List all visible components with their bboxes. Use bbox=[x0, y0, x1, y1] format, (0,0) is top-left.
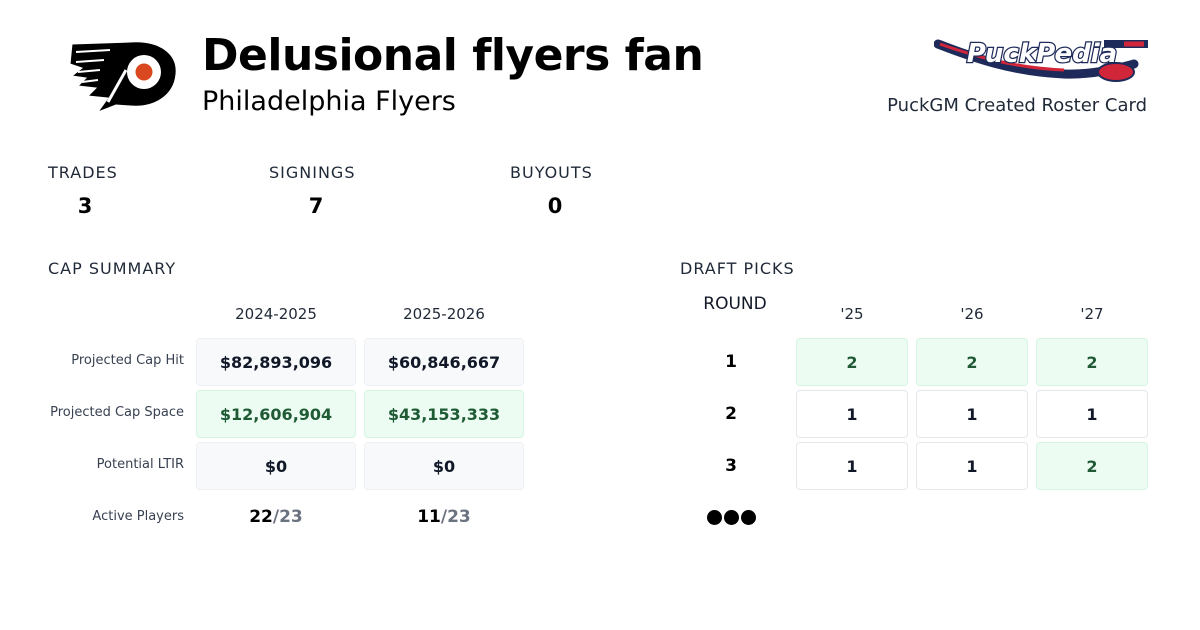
row-label-ltir: Potential LTIR bbox=[96, 457, 184, 472]
cap-space-cell: $43,153,333 bbox=[364, 390, 524, 438]
brand-caption: PuckGM Created Roster Card bbox=[887, 95, 1147, 116]
year-header: '27 bbox=[1080, 305, 1104, 323]
ltir-cell: $0 bbox=[196, 442, 356, 490]
cap-space-cell: $12,606,904 bbox=[196, 390, 356, 438]
stat-label-buyouts: BUYOUTS bbox=[510, 163, 593, 182]
pick-cell: 1 bbox=[796, 390, 908, 438]
ltir-cell: $0 bbox=[364, 442, 524, 490]
cap-summary-title: CAP SUMMARY bbox=[48, 259, 177, 278]
pick-cell: 1 bbox=[796, 442, 908, 490]
draft-picks-title: DRAFT PICKS bbox=[680, 259, 795, 278]
round-number: 2 bbox=[725, 404, 737, 424]
svg-text:PuckPedia: PuckPedia bbox=[967, 39, 1117, 69]
puckpedia-logo-icon: PuckPedia bbox=[933, 28, 1150, 92]
pick-cell: 2 bbox=[1036, 338, 1148, 386]
year-header: '26 bbox=[960, 305, 984, 323]
pick-cell: 2 bbox=[796, 338, 908, 386]
pick-cell: 1 bbox=[1036, 390, 1148, 438]
cap-hit-cell: $82,893,096 bbox=[196, 338, 356, 386]
cap-hit-cell: $60,846,667 bbox=[364, 338, 524, 386]
stat-label-trades: TRADES bbox=[48, 163, 118, 182]
row-label-active-players: Active Players bbox=[92, 509, 184, 524]
pick-cell: 2 bbox=[1036, 442, 1148, 490]
season-header: 2025-2026 bbox=[403, 305, 485, 323]
round-header: ROUND bbox=[703, 294, 767, 314]
active-players-value: 11/23 bbox=[417, 507, 471, 527]
pick-cell: 1 bbox=[916, 390, 1028, 438]
row-label-cap-hit: Projected Cap Hit bbox=[71, 353, 184, 368]
round-number: 1 bbox=[725, 352, 737, 372]
team-name: Philadelphia Flyers bbox=[202, 86, 456, 117]
active-players-value: 22/23 bbox=[249, 507, 303, 527]
stat-value-buyouts: 0 bbox=[547, 194, 563, 218]
pick-cell: 1 bbox=[916, 442, 1028, 490]
stat-label-signings: SIGNINGS bbox=[269, 163, 356, 182]
page-title: Delusional flyers fan bbox=[202, 30, 704, 81]
row-label-cap-space: Projected Cap Space bbox=[50, 405, 184, 420]
pick-cell: 2 bbox=[916, 338, 1028, 386]
stat-value-signings: 7 bbox=[308, 194, 324, 218]
round-number: 3 bbox=[725, 456, 737, 476]
ellipsis-icon bbox=[707, 510, 756, 525]
flyers-logo-icon bbox=[68, 36, 180, 114]
year-header: '25 bbox=[840, 305, 864, 323]
stat-value-trades: 3 bbox=[77, 194, 93, 218]
season-header: 2024-2025 bbox=[235, 305, 317, 323]
